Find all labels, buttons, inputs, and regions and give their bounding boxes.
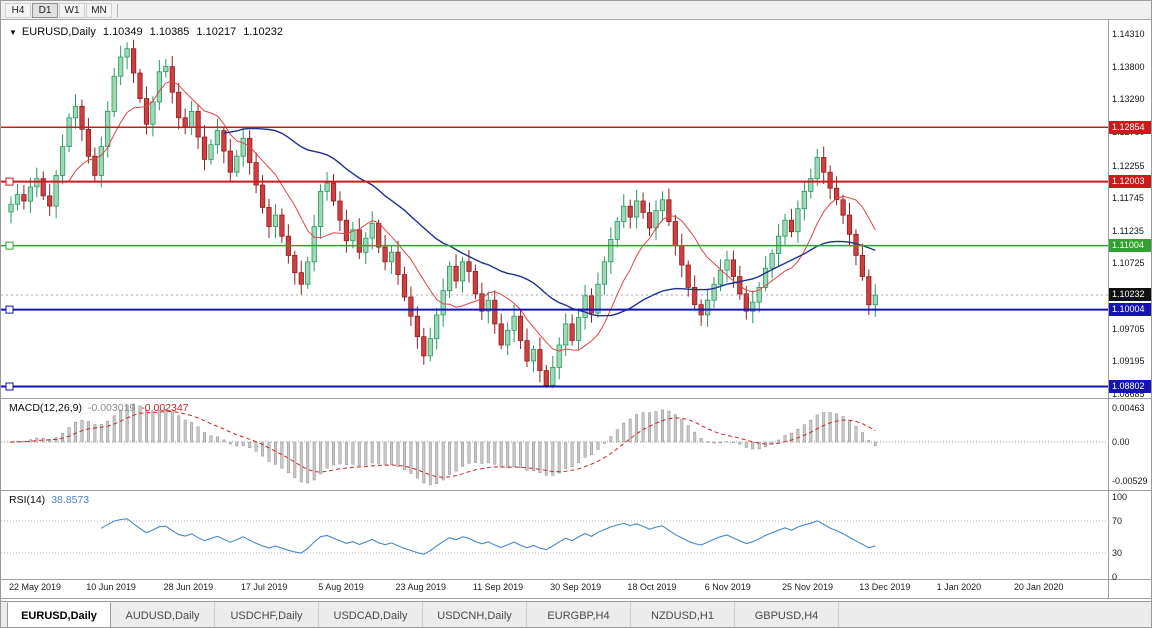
timeframe-toolbar: H4 D1 W1 MN	[1, 1, 1151, 20]
macd-main-value: -0.003019	[87, 402, 136, 414]
date-tick: 1 Jan 2020	[936, 582, 982, 592]
collapse-icon[interactable]: ▼	[9, 27, 17, 37]
horizontal-lines	[1, 126, 1108, 391]
rsi-line	[101, 518, 876, 555]
chart-tab-usdcnh-daily[interactable]: USDCNH,Daily	[423, 602, 527, 627]
toolbar-separator	[117, 3, 118, 17]
macd-tick: -0.00529	[1112, 476, 1148, 487]
panel-separators	[1, 398, 1151, 599]
price-badge-1.10004: 1.10004	[1109, 303, 1151, 317]
macd-tick: 0.00	[1112, 437, 1130, 447]
price-tick: 1.13290	[1112, 94, 1145, 105]
chart-tab-audusd-daily[interactable]: AUDUSD,Daily	[111, 602, 215, 627]
chart-tab-usdchf-daily[interactable]: USDCHF,Daily	[215, 602, 319, 627]
chart-symbol-ohlc: ▼ EURUSD,Daily 1.10349 1.10385 1.10217 1…	[9, 26, 283, 38]
chart-tab-bar: EURUSD,Daily AUDUSD,Daily USDCHF,Daily USDC…	[1, 601, 1151, 627]
macd-indicator-label: MACD(12,26,9) -0.003019 -0.002347	[9, 402, 189, 414]
timeframe-button-h4[interactable]: H4	[5, 2, 31, 18]
rsi-value: 38.8573	[51, 494, 90, 506]
price-badge-1.12854: 1.12854	[1109, 120, 1151, 134]
date-tick: 17 Jul 2019	[240, 582, 288, 592]
ma-fast-line	[68, 80, 876, 352]
hline-handle[interactable]	[5, 177, 14, 186]
chart-tab-usdcad-daily[interactable]: USDCAD,Daily	[319, 602, 423, 627]
date-tick: 20 Jan 2020	[1013, 582, 1064, 592]
candlestick-series	[8, 39, 878, 388]
date-tick: 22 May 2019	[9, 582, 62, 592]
current-price-badge: 1.10232	[1109, 288, 1151, 302]
macd-signal-value: -0.002347	[141, 402, 189, 414]
ohlc-low: 1.10217	[196, 26, 237, 38]
price-tick: 1.08685	[1112, 389, 1145, 399]
rsi-indicator-label: RSI(14) 38.8573	[9, 494, 89, 506]
date-tick: 10 Jun 2019	[86, 582, 136, 592]
timeframe-button-w1[interactable]: W1	[59, 2, 85, 18]
rsi-tick: 100	[1112, 492, 1128, 502]
chart-tab-eurgbp-h4[interactable]: EURGBP,H4	[527, 602, 631, 627]
hline-handle[interactable]	[5, 241, 14, 250]
price-tick: 1.12255	[1112, 160, 1145, 171]
rsi-title: RSI(14)	[9, 494, 46, 506]
ohlc-close: 1.10232	[243, 26, 283, 38]
ohlc-open: 1.10349	[102, 26, 143, 38]
price-tick: 1.11235	[1112, 225, 1144, 236]
price-tick: 1.11745	[1112, 193, 1144, 204]
price-badge-1.11004: 1.11004	[1109, 239, 1151, 253]
macd-panel	[1, 403, 1108, 486]
rsi-tick: 0	[1112, 572, 1118, 582]
date-tick: 6 Nov 2019	[704, 582, 751, 592]
date-tick: 5 Aug 2019	[318, 582, 364, 592]
price-tick: 1.10725	[1112, 258, 1145, 269]
price-tick: 1.09705	[1112, 323, 1145, 334]
hline-handle[interactable]	[5, 305, 14, 314]
date-tick: 18 Oct 2019	[627, 582, 677, 592]
date-tick: 28 Jun 2019	[163, 582, 214, 592]
date-tick: 13 Dec 2019	[859, 582, 911, 592]
rsi-panel	[1, 518, 1108, 555]
symbol-label: EURUSD,Daily	[21, 26, 96, 38]
date-tick: 23 Aug 2019	[395, 582, 447, 592]
rsi-tick: 70	[1112, 516, 1123, 526]
macd-tick: 0.00463	[1112, 402, 1145, 413]
rsi-tick: 30	[1112, 548, 1123, 558]
price-tick: 1.09195	[1112, 356, 1145, 367]
ma-slow-line	[223, 127, 876, 317]
chart-tab-gbpusd-h4[interactable]: GBPUSD,H4	[735, 602, 839, 627]
chart-tab-eurusd-daily[interactable]: EURUSD,Daily	[7, 602, 111, 627]
price-tick: 1.14310	[1112, 29, 1145, 39]
timeframe-button-d1[interactable]: D1	[32, 2, 58, 18]
date-tick: 30 Sep 2019	[550, 582, 602, 592]
chart-tab-nzdusd-h1[interactable]: NZDUSD,H1	[631, 602, 735, 627]
date-tick: 25 Nov 2019	[782, 582, 834, 592]
macd-signal-line	[10, 411, 876, 478]
hline-handle[interactable]	[5, 382, 14, 391]
price-badge-1.12003: 1.12003	[1109, 175, 1151, 189]
price-badge-1.08802: 1.08802	[1109, 380, 1151, 393]
price-tick: 1.13800	[1112, 61, 1145, 72]
timeframe-button-mn[interactable]: MN	[86, 2, 112, 18]
date-tick: 11 Sep 2019	[472, 582, 524, 592]
macd-title: MACD(12,26,9)	[9, 402, 82, 414]
ohlc-high: 1.10385	[149, 26, 190, 38]
